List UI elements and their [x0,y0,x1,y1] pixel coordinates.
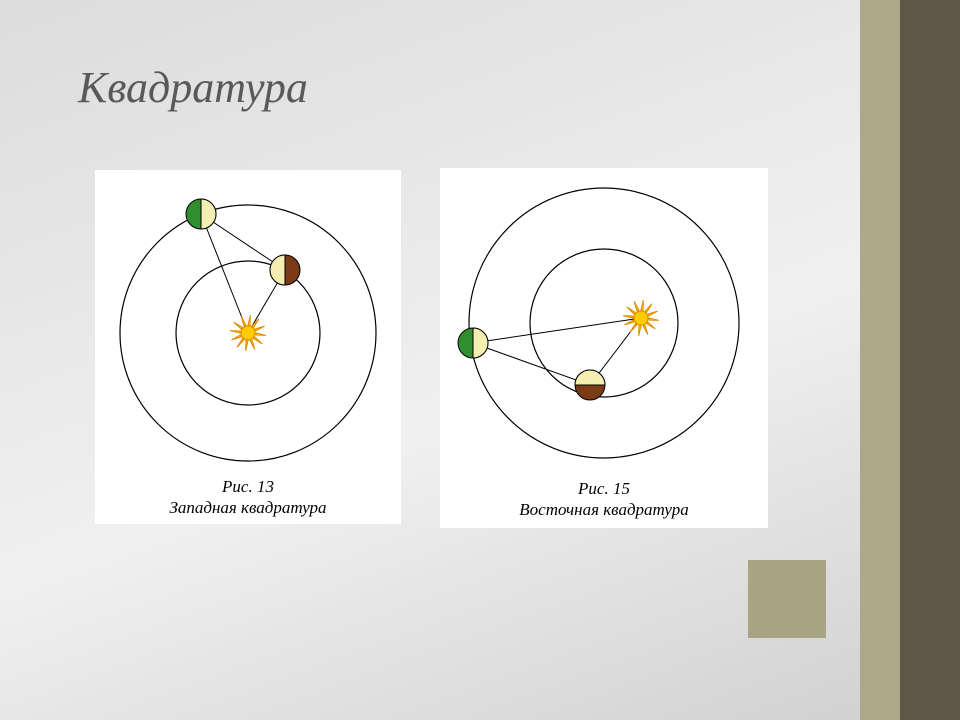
side-stripe-light [860,0,900,720]
caption-right-line1: Рис. 15 [578,479,630,498]
caption-right-line2: Восточная квадратура [519,500,688,519]
caption-right: Рис. 15 Восточная квадратура [440,478,768,521]
side-stripe-dark [900,0,960,720]
diagram-left [95,170,401,470]
caption-left-line1: Рис. 13 [222,477,274,496]
figure-left: Рис. 13 Западная квадратура [95,170,401,524]
accent-square [748,560,826,638]
caption-left: Рис. 13 Западная квадратура [95,476,401,519]
caption-left-line2: Западная квадратура [169,498,326,517]
slide: Квадратура Рис. 13 Западная квадратура Р… [0,0,960,720]
diagram-right [440,168,768,472]
slide-title: Квадратура [78,62,308,113]
figure-right: Рис. 15 Восточная квадратура [440,168,768,528]
